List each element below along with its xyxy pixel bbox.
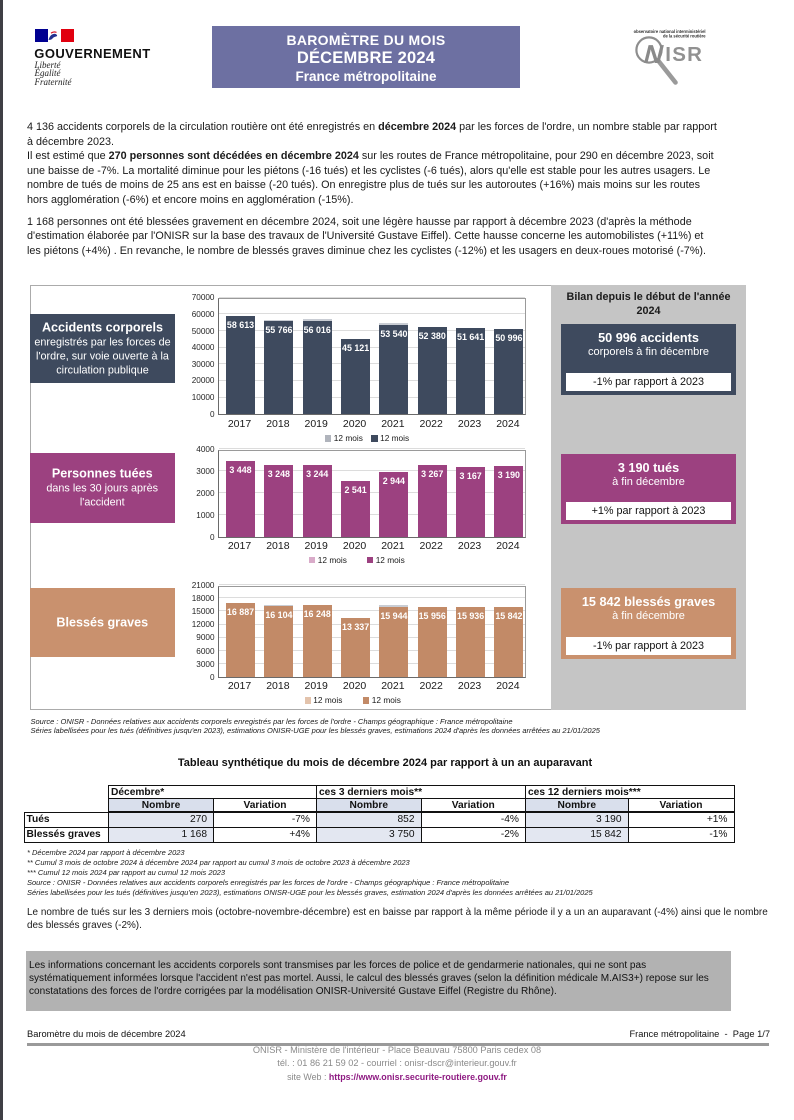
svg-text:de la sécurité routière: de la sécurité routière	[663, 33, 706, 38]
svg-text:ISR: ISR	[665, 43, 703, 66]
svg-text:observatoire national intermin: observatoire national interministériel	[634, 29, 706, 34]
